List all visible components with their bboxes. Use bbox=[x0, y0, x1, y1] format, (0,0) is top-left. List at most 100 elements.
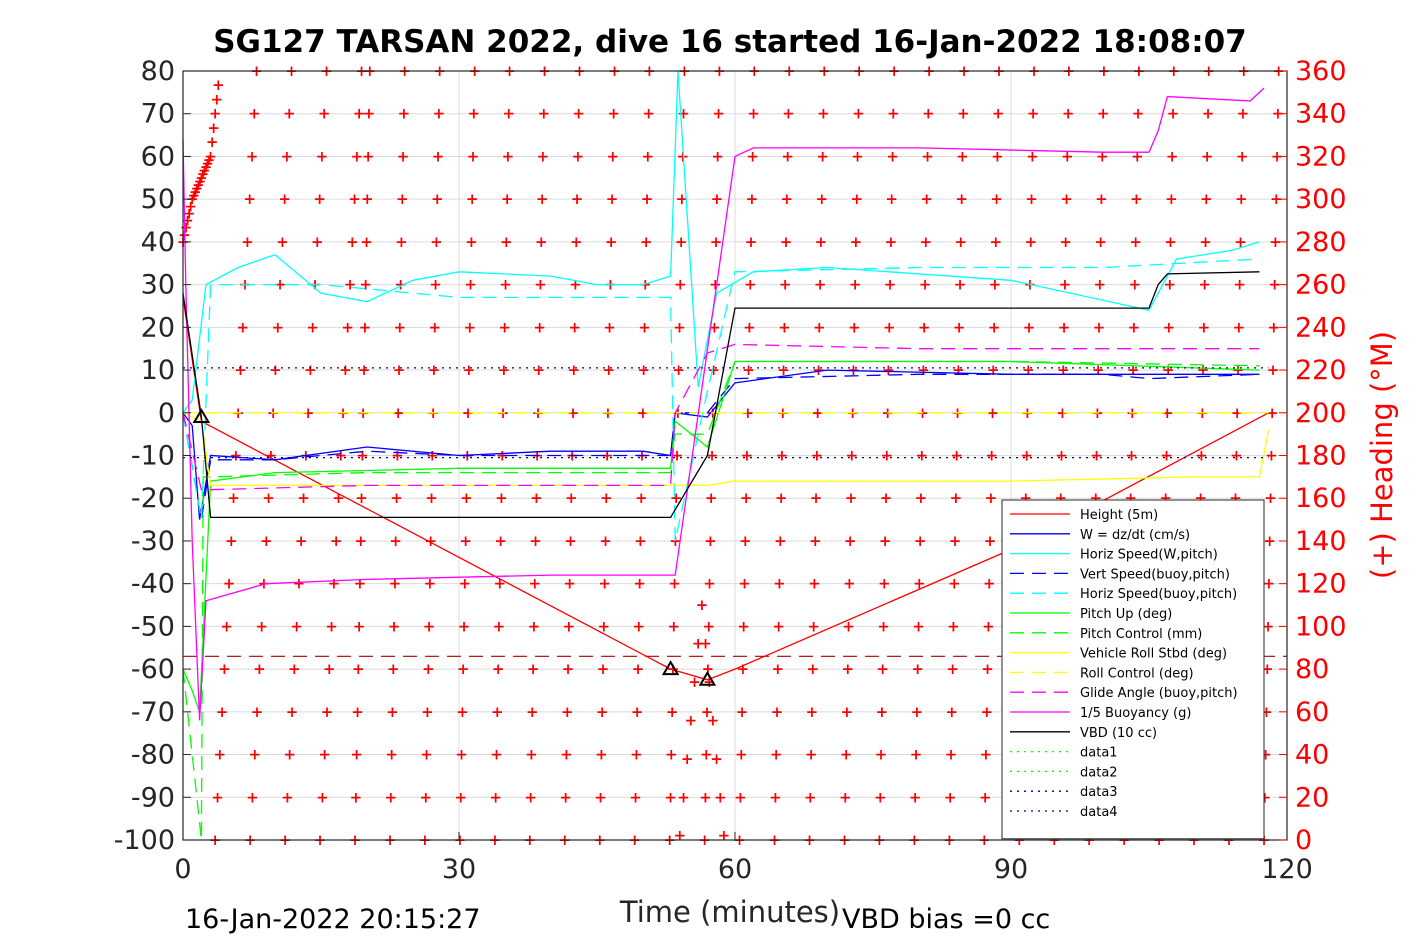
heading-marker: + bbox=[954, 276, 967, 294]
heading-marker: + bbox=[915, 447, 928, 465]
heading-marker: + bbox=[419, 788, 432, 806]
heading-marker: + bbox=[1060, 190, 1073, 208]
heading-marker: + bbox=[464, 276, 477, 294]
heading-marker: + bbox=[191, 179, 204, 197]
heading-marker: + bbox=[1267, 361, 1280, 379]
heading-marker: + bbox=[526, 703, 539, 721]
heading-marker: + bbox=[391, 447, 404, 465]
heading-marker: + bbox=[635, 489, 648, 507]
heading-marker: + bbox=[1094, 276, 1107, 294]
heading-marker: + bbox=[195, 169, 208, 187]
legend-entry: 1/5 Buoyancy (g) bbox=[1080, 706, 1191, 721]
heading-marker: + bbox=[361, 190, 374, 208]
heading-marker: + bbox=[1200, 190, 1213, 208]
heading-marker: + bbox=[991, 147, 1004, 165]
heading-marker: + bbox=[1125, 447, 1138, 465]
heading-marker: + bbox=[502, 105, 515, 123]
heading-marker: + bbox=[350, 746, 363, 764]
heading-marker: + bbox=[602, 361, 615, 379]
heading-marker: + bbox=[1096, 147, 1109, 165]
heading-marker: + bbox=[878, 575, 891, 593]
heading-marker: + bbox=[597, 660, 610, 678]
y-right-tick-label: 140 bbox=[1295, 526, 1347, 557]
y-axis-right-ticks: 3603403203002802602402202001801601401201… bbox=[1279, 56, 1347, 856]
heading-marker: + bbox=[200, 158, 213, 176]
heading-marker: + bbox=[313, 190, 326, 208]
heading-marker: + bbox=[885, 190, 898, 208]
heading-marker: + bbox=[909, 788, 922, 806]
heading-marker: + bbox=[237, 318, 250, 336]
heading-marker: + bbox=[950, 447, 963, 465]
heading-marker: + bbox=[230, 447, 243, 465]
heading-marker: + bbox=[980, 703, 993, 721]
heading-marker: + bbox=[1090, 447, 1103, 465]
heading-marker: + bbox=[465, 233, 478, 251]
heading-marker: + bbox=[637, 404, 650, 422]
heading-marker: + bbox=[632, 660, 645, 678]
heading-marker: + bbox=[262, 489, 275, 507]
heading-marker: + bbox=[779, 276, 792, 294]
heading-marker: + bbox=[234, 361, 247, 379]
heading-marker: + bbox=[884, 276, 897, 294]
heading-marker: + bbox=[344, 276, 357, 294]
heading-marker: + bbox=[360, 233, 373, 251]
heading-marker: + bbox=[712, 105, 725, 123]
heading-marker: + bbox=[490, 746, 503, 764]
series-line-3 bbox=[182, 373, 1260, 520]
heading-marker: + bbox=[913, 575, 926, 593]
heading-marker: + bbox=[455, 746, 468, 764]
heading-marker: + bbox=[1166, 147, 1179, 165]
legend-entry: Vehicle Roll Stbd (deg) bbox=[1080, 647, 1227, 662]
heading-marker: + bbox=[770, 746, 783, 764]
heading-marker: + bbox=[502, 147, 515, 165]
heading-marker: + bbox=[918, 318, 931, 336]
legend-entry: data3 bbox=[1080, 785, 1118, 800]
heading-marker: + bbox=[1265, 447, 1278, 465]
heading-marker: + bbox=[354, 532, 367, 550]
heading-marker: + bbox=[848, 318, 861, 336]
heading-marker: + bbox=[714, 788, 727, 806]
series-line-6 bbox=[182, 360, 1260, 841]
heading-marker: + bbox=[1164, 233, 1177, 251]
heading-marker: + bbox=[992, 105, 1005, 123]
heading-marker: + bbox=[640, 233, 653, 251]
y-tick-label: -50 bbox=[131, 611, 175, 642]
heading-marker: + bbox=[425, 489, 438, 507]
heading-marker: + bbox=[781, 190, 794, 208]
heading-marker: + bbox=[666, 703, 679, 721]
heading-marker: + bbox=[421, 703, 434, 721]
heading-marker: + bbox=[772, 660, 785, 678]
heading-marker: + bbox=[809, 532, 822, 550]
heading-marker: + bbox=[979, 788, 992, 806]
heading-marker: + bbox=[316, 147, 329, 165]
heading-marker: + bbox=[983, 575, 996, 593]
heading-marker: + bbox=[426, 447, 439, 465]
heading-marker: + bbox=[880, 489, 893, 507]
heading-marker: + bbox=[681, 750, 694, 768]
heading-marker: + bbox=[738, 575, 751, 593]
heading-marker: + bbox=[735, 746, 748, 764]
heading-marker: + bbox=[638, 318, 651, 336]
heading-marker: + bbox=[359, 318, 372, 336]
heading-marker: + bbox=[260, 532, 273, 550]
heading-marker: + bbox=[351, 147, 364, 165]
heading-marker: + bbox=[950, 489, 963, 507]
heading-marker: + bbox=[1198, 276, 1211, 294]
heading-marker: + bbox=[629, 788, 642, 806]
heading-marker: + bbox=[198, 162, 211, 180]
heading-marker: + bbox=[500, 233, 513, 251]
heading-marker: + bbox=[598, 575, 611, 593]
heading-marker: + bbox=[498, 361, 511, 379]
heading-marker: + bbox=[639, 276, 652, 294]
heading-marker: + bbox=[467, 147, 480, 165]
heading-marker: + bbox=[323, 660, 336, 678]
heading-marker: + bbox=[1195, 447, 1208, 465]
heading-marker: + bbox=[1199, 233, 1212, 251]
heading-marker: + bbox=[605, 233, 618, 251]
heading-marker: + bbox=[560, 746, 573, 764]
heading-marker: + bbox=[882, 361, 895, 379]
heading-marker: + bbox=[183, 204, 196, 222]
heading-marker: + bbox=[332, 489, 345, 507]
heading-marker: + bbox=[957, 105, 970, 123]
heading-marker: + bbox=[210, 90, 223, 108]
